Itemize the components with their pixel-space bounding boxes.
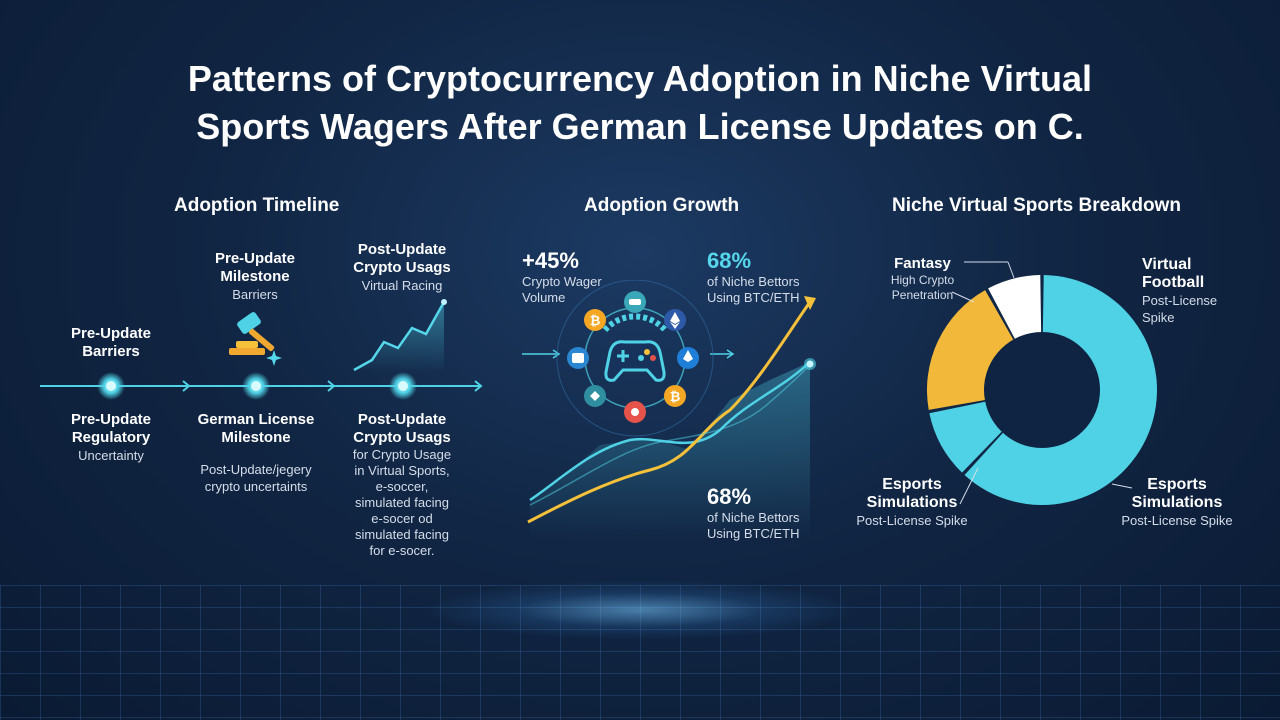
growth-stat-2-label2: Using BTC/ETH <box>707 290 800 305</box>
chip-icon-3 <box>624 401 646 423</box>
legend-fantasy-sub1: High Crypto <box>890 273 955 287</box>
timeline-bottom-mid: German License Milestone Post-Update/jeg… <box>186 411 326 495</box>
legend-virtual-football: Virtual Football Post-License Spike <box>1142 256 1217 326</box>
timeline-top-right: Post-Update Crypto Usags Virtual Racing <box>342 241 462 294</box>
legend-fantasy-sub2: Penetration <box>891 288 954 302</box>
timeline-top-mid-sub: Barriers <box>232 287 278 302</box>
breakdown-heading: Niche Virtual Sports Breakdown <box>892 195 1181 216</box>
gamepad-icon <box>604 340 666 382</box>
legend-esports-left: Esports Simulations Post-License Spike <box>850 476 974 529</box>
growth-stat-1-label: Crypto Wager Volume <box>522 274 602 305</box>
timeline-bottom-right-line6: for e-socer. <box>369 543 435 558</box>
legend-football-sub1: Post-License <box>1142 293 1218 308</box>
timeline-top-mid-title1: Pre-Update <box>214 250 296 267</box>
legend-fantasy: Fantasy High Crypto Penetration <box>875 255 970 303</box>
timeline-bottom-left-title1: Pre-Update <box>70 411 152 428</box>
svg-text:₿: ₿ <box>670 389 681 404</box>
svg-text:₿: ₿ <box>590 313 601 328</box>
timeline-top-mid: Pre-Update Milestone Barriers <box>195 250 315 303</box>
timeline-bottom-mid-title1: German License <box>197 411 315 428</box>
timeline-bottom-right-line1: in Virtual Sports, <box>354 463 450 478</box>
timeline-bottom-right-line5: simulated facing <box>355 527 449 542</box>
growth-stat-1: +45% Crypto Wager Volume <box>522 248 607 306</box>
breakdown-donut <box>927 261 1157 505</box>
legend-esports-left-title1: Esports <box>882 476 942 493</box>
ethereum-icon <box>664 309 686 331</box>
timeline-top-right-title1: Post-Update <box>357 241 447 258</box>
chip-icon <box>624 291 646 313</box>
timeline-bottom-right-line4: e-socer od <box>371 511 433 526</box>
timeline-bottom-right: Post-Update Crypto Usags for Crypto Usag… <box>342 411 462 559</box>
growth-graphic: ₿ ₿ <box>522 280 816 540</box>
timeline-graphic <box>40 299 483 400</box>
growth-stat-3-value: 68% <box>707 484 752 509</box>
timeline-top-left-title2: Barriers <box>82 343 140 360</box>
legend-fantasy-title: Fantasy <box>894 255 951 272</box>
wallet-icon <box>567 347 589 369</box>
timeline-bottom-right-line2: e-soccer, <box>375 479 429 494</box>
legend-esports-right: Esports Simulations Post-License Spike <box>1115 476 1239 529</box>
legend-football-title1: Virtual <box>1142 256 1192 273</box>
legend-esports-right-title2: Simulations <box>1131 494 1223 511</box>
timeline-top-mid-title2: Milestone <box>220 268 290 285</box>
timeline-bottom-left-title2: Regulatory <box>71 429 151 446</box>
growth-stat-2: 68% of Niche Bettors Using BTC/ETH <box>707 248 800 306</box>
timeline-bottom-left: Pre-Update Regulatory Uncertainty <box>46 411 176 464</box>
timeline-bottom-left-sub: Uncertainty <box>78 448 144 463</box>
floor-glow <box>420 580 860 640</box>
page-title: Patterns of Cryptocurrency Adoption in N… <box>0 55 1280 151</box>
title-line-2: Sports Wagers After German License Updat… <box>196 106 1084 147</box>
growth-stat-3-label1: of Niche Bettors <box>707 510 800 525</box>
legend-football-title2: Football <box>1142 274 1205 291</box>
legend-esports-right-sub: Post-License Spike <box>1121 513 1233 528</box>
timeline-bottom-right-title1: Post-Update <box>357 411 447 428</box>
bitcoin-icon-2: ₿ <box>664 385 686 407</box>
timeline-bottom-right-line3: simulated facing <box>355 495 449 510</box>
timeline-heading: Adoption Timeline <box>174 195 340 216</box>
timeline-top-left-title1: Pre-Update <box>70 325 152 342</box>
title-line-1: Patterns of Cryptocurrency Adoption in N… <box>187 58 1093 99</box>
timeline-top-right-sub: Virtual Racing <box>361 278 443 293</box>
chip-icon-2 <box>584 385 606 407</box>
legend-esports-left-title2: Simulations <box>866 494 958 511</box>
legend-esports-left-sub: Post-License Spike <box>856 513 968 528</box>
timeline-bottom-right-line0: for Crypto Usage <box>352 447 452 462</box>
sparkle-icon <box>266 350 282 366</box>
timeline-top-left: Pre-Update Barriers <box>46 325 176 361</box>
growth-stat-2-value: 68% <box>707 248 752 273</box>
timeline-bottom-mid-sub2: crypto uncertaints <box>204 479 308 494</box>
donut-hole <box>984 332 1100 448</box>
growth-stat-2-label1: of Niche Bettors <box>707 274 800 289</box>
legend-esports-right-title1: Esports <box>1147 476 1207 493</box>
bitcoin-icon: ₿ <box>584 309 606 331</box>
growth-stat-3-label2: Using BTC/ETH <box>707 526 800 541</box>
timeline-top-right-title2: Crypto Usags <box>353 259 451 276</box>
timeline-bottom-mid-title2: Milestone <box>221 429 291 446</box>
growth-stat-1-value: +45% <box>522 248 579 273</box>
gavel-icon <box>229 312 275 355</box>
ethereum-icon-2 <box>677 347 699 369</box>
timeline-bottom-mid-sub1: Post-Update/jegery <box>200 462 312 477</box>
growth-stat-3: 68% of Niche Bettors Using BTC/ETH <box>707 484 800 542</box>
legend-football-sub2: Spike <box>1142 310 1175 325</box>
timeline-bottom-right-title2: Crypto Usags <box>353 429 451 446</box>
growth-heading: Adoption Growth <box>584 195 740 216</box>
